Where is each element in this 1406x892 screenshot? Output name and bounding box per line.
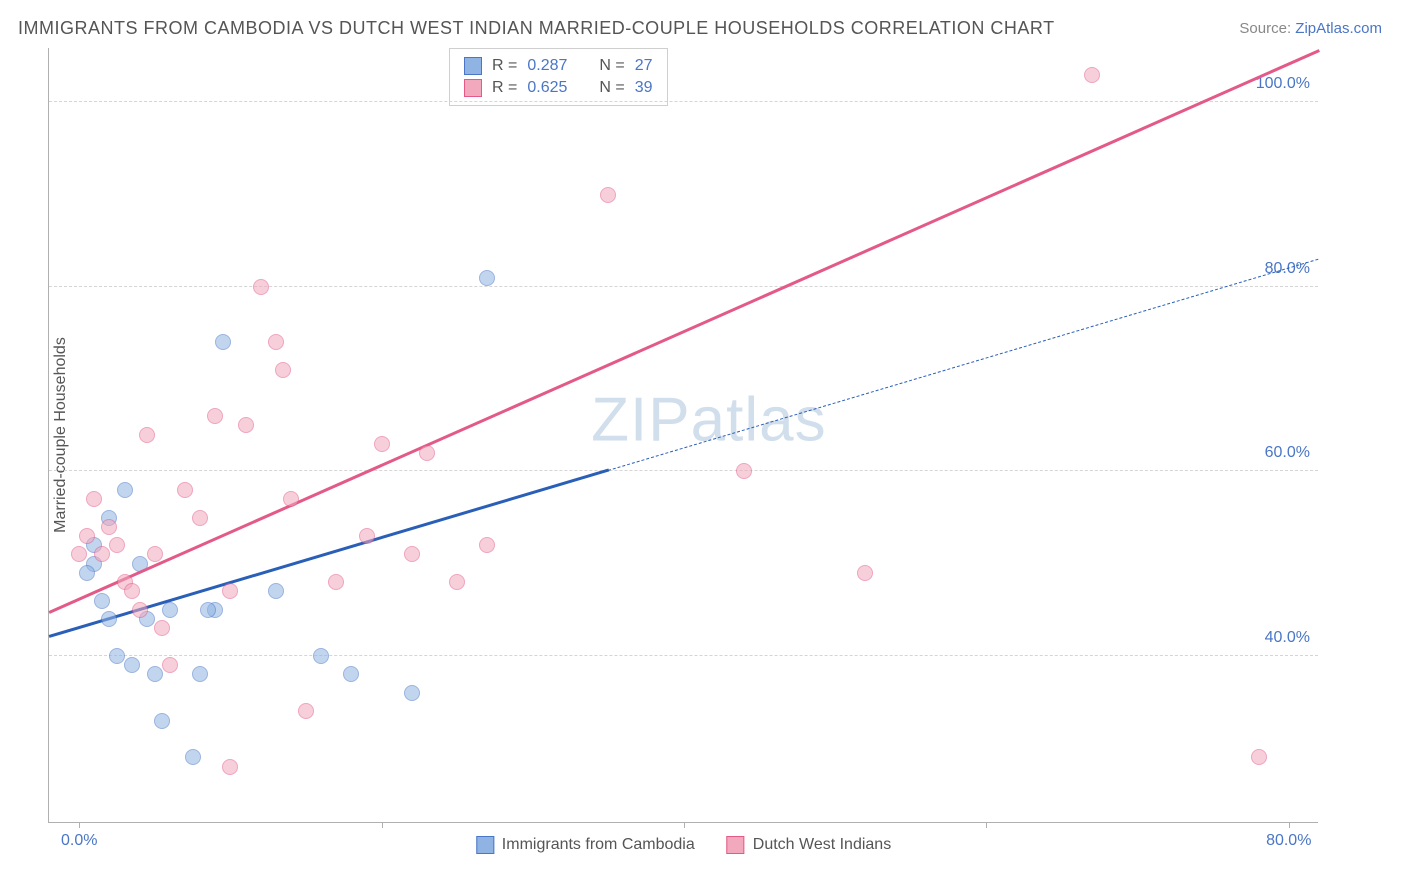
x-tick-label: 0.0% [61, 832, 97, 850]
data-point [343, 666, 359, 682]
y-tick-label: 40.0% [1265, 629, 1310, 647]
scatter-chart: Married-couple Households ZIPatlas R = 0.… [48, 48, 1318, 823]
data-point [238, 417, 254, 433]
data-point [298, 703, 314, 719]
y-tick-label: 60.0% [1265, 444, 1310, 462]
legend-swatch [464, 57, 482, 75]
data-point [479, 537, 495, 553]
data-point [154, 713, 170, 729]
data-point [207, 408, 223, 424]
data-point [222, 759, 238, 775]
x-tick [79, 822, 80, 828]
r-value: 0.287 [527, 57, 567, 75]
data-point [162, 657, 178, 673]
source-value: ZipAtlas.com [1295, 20, 1382, 37]
legend-label: Immigrants from Cambodia [502, 836, 695, 854]
r-label: R = [492, 79, 517, 97]
watermark-bold: ZIP [591, 385, 690, 454]
data-point [132, 602, 148, 618]
trend-line-dashed [608, 258, 1319, 470]
legend-swatch [727, 836, 745, 854]
watermark: ZIPatlas [591, 384, 826, 455]
x-tick [1289, 822, 1290, 828]
data-point [86, 491, 102, 507]
data-point [162, 602, 178, 618]
data-point [1251, 749, 1267, 765]
source-label: Source: [1239, 20, 1295, 37]
data-point [101, 519, 117, 535]
legend-swatch [476, 836, 494, 854]
legend-item: Immigrants from Cambodia [476, 836, 695, 854]
data-point [79, 528, 95, 544]
n-value: 39 [635, 79, 653, 97]
legend-item: Dutch West Indians [727, 836, 891, 854]
data-point [404, 685, 420, 701]
r-label: R = [492, 57, 517, 75]
data-point [124, 657, 140, 673]
y-tick-label: 100.0% [1256, 75, 1310, 93]
data-point [94, 546, 110, 562]
data-point [359, 528, 375, 544]
gridline [49, 655, 1318, 656]
data-point [215, 334, 231, 350]
x-tick [986, 822, 987, 828]
data-point [268, 334, 284, 350]
chart-title: IMMIGRANTS FROM CAMBODIA VS DUTCH WEST I… [18, 18, 1055, 39]
x-tick [382, 822, 383, 828]
legend-series: Immigrants from Cambodia Dutch West India… [476, 836, 891, 854]
legend-swatch [464, 79, 482, 97]
r-value: 0.625 [527, 79, 567, 97]
data-point [268, 583, 284, 599]
n-label: N = [599, 79, 624, 97]
data-point [449, 574, 465, 590]
trend-line [48, 50, 1319, 614]
watermark-thin: atlas [691, 385, 827, 454]
data-point [419, 445, 435, 461]
n-value: 27 [635, 57, 653, 75]
x-tick [684, 822, 685, 828]
legend-stat-row: R = 0.625 N = 39 [464, 77, 653, 99]
data-point [101, 611, 117, 627]
data-point [185, 749, 201, 765]
data-point [253, 279, 269, 295]
gridline [49, 101, 1318, 102]
legend-stat-row: R = 0.287 N = 27 [464, 55, 653, 77]
legend-stats: R = 0.287 N = 27 R = 0.625 N = 39 [449, 48, 668, 106]
data-point [94, 593, 110, 609]
data-point [109, 537, 125, 553]
data-point [404, 546, 420, 562]
data-point [479, 270, 495, 286]
data-point [124, 583, 140, 599]
data-point [857, 565, 873, 581]
data-point [283, 491, 299, 507]
data-point [147, 546, 163, 562]
data-point [313, 648, 329, 664]
n-label: N = [599, 57, 624, 75]
data-point [275, 362, 291, 378]
data-point [374, 436, 390, 452]
legend-label: Dutch West Indians [753, 836, 891, 854]
data-point [139, 427, 155, 443]
data-point [71, 546, 87, 562]
data-point [736, 463, 752, 479]
data-point [109, 648, 125, 664]
data-point [192, 510, 208, 526]
x-tick-label: 80.0% [1266, 832, 1311, 850]
data-point [328, 574, 344, 590]
data-point [117, 482, 133, 498]
data-point [192, 666, 208, 682]
y-axis-label: Married-couple Households [52, 337, 70, 533]
data-point [222, 583, 238, 599]
data-point [600, 187, 616, 203]
gridline [49, 286, 1318, 287]
data-point [200, 602, 216, 618]
data-point [79, 565, 95, 581]
source-attribution: Source: ZipAtlas.com [1239, 20, 1382, 37]
data-point [1084, 67, 1100, 83]
gridline [49, 470, 1318, 471]
data-point [154, 620, 170, 636]
data-point [177, 482, 193, 498]
data-point [147, 666, 163, 682]
